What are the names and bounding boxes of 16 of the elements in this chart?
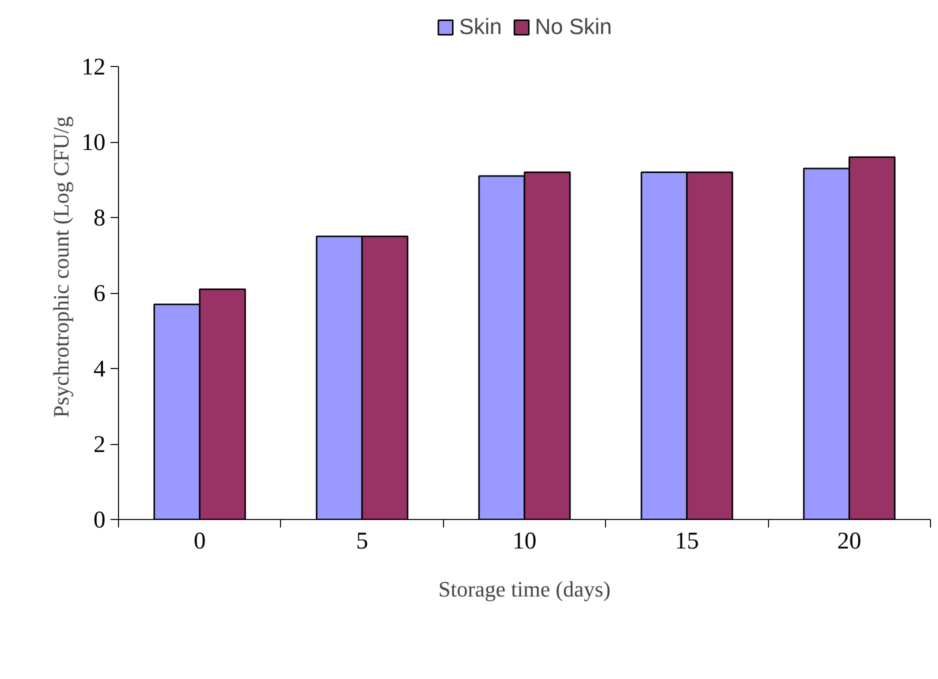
x-tick-label: 10 xyxy=(512,528,536,554)
x-tick-label: 5 xyxy=(356,528,368,554)
x-tick-label: 0 xyxy=(194,528,206,554)
y-tick-label: 6 xyxy=(94,281,106,308)
x-tick-label: 15 xyxy=(674,528,699,554)
y-tick-label: 12 xyxy=(82,54,106,81)
x-tick-label: 20 xyxy=(837,528,862,554)
y-tick-label: 0 xyxy=(94,508,106,534)
y-tick-label: 8 xyxy=(94,206,106,232)
y-tick-label: 4 xyxy=(94,356,106,383)
legend-label: Skin xyxy=(459,14,502,40)
y-axis-title: Psychrotrophic count (Log CFU/g xyxy=(48,116,74,418)
y-tick-label: 2 xyxy=(94,432,106,458)
y-tick-label: 10 xyxy=(82,130,106,156)
x-axis-title: Storage time (days) xyxy=(438,576,611,602)
legend-label: No Skin xyxy=(534,14,612,40)
